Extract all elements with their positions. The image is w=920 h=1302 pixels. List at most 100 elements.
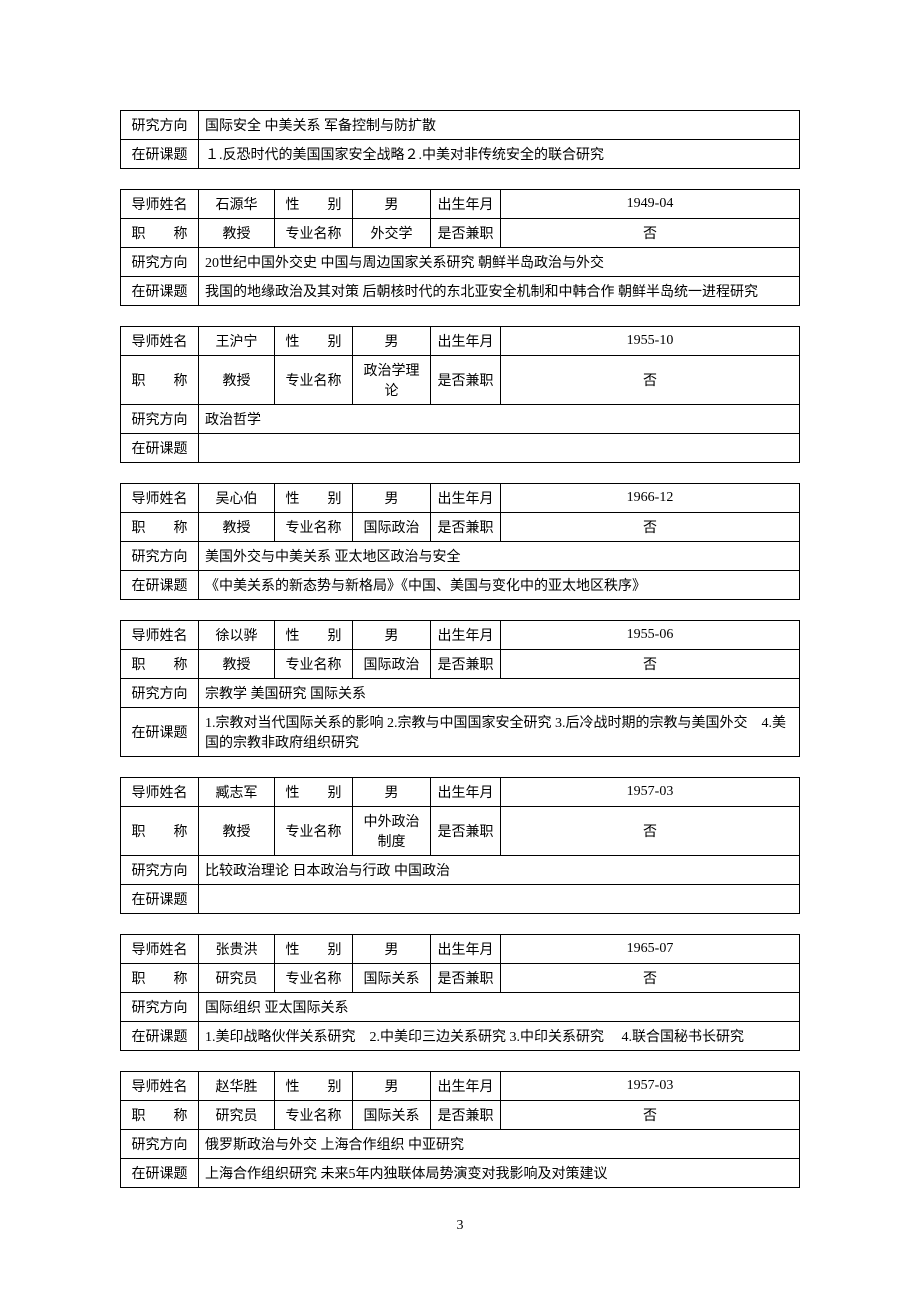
direction-row: 研究方向20世纪中国外交史 中国与周边国家关系研究 朝鲜半岛政治与外交 — [121, 248, 800, 277]
dob-label: 出生年月 — [431, 621, 501, 650]
topics-value: １.反恐时代的美国国家安全战略２.中美对非传统安全的联合研究 — [199, 140, 800, 169]
direction-row: 研究方向政治哲学 — [121, 405, 800, 434]
direction-label: 研究方向 — [121, 679, 199, 708]
advisor-table: 导师姓名张贵洪性 别男出生年月1965-07职 称研究员专业名称国际关系是否兼职… — [120, 934, 800, 1051]
parttime-label: 是否兼职 — [431, 964, 501, 993]
parttime-value: 否 — [501, 807, 800, 856]
direction-row: 研究方向比较政治理论 日本政治与行政 中国政治 — [121, 856, 800, 885]
topics-value: 上海合作组织研究 未来5年内独联体局势演变对我影响及对策建议 — [199, 1159, 800, 1188]
direction-value: 20世纪中国外交史 中国与周边国家关系研究 朝鲜半岛政治与外交 — [199, 248, 800, 277]
advisor-table: 导师姓名吴心伯性 别男出生年月1966-12职 称教授专业名称国际政治是否兼职否… — [120, 483, 800, 600]
advisor-table: 导师姓名石源华性 别男出生年月1949-04职 称教授专业名称外交学是否兼职否研… — [120, 189, 800, 306]
parttime-value: 否 — [501, 356, 800, 405]
topics-label: 在研课题 — [121, 277, 199, 306]
name-row: 导师姓名王沪宁性 别男出生年月1955-10 — [121, 327, 800, 356]
topics-value: 1.美印战略伙伴关系研究 2.中美印三边关系研究 3.中印关系研究 4.联合国秘… — [199, 1022, 800, 1051]
topics-row: 在研课题我国的地缘政治及其对策 后朝核时代的东北亚安全机制和中韩合作 朝鲜半岛统… — [121, 277, 800, 306]
name-value: 吴心伯 — [199, 484, 275, 513]
direction-row: 研究方向俄罗斯政治与外交 上海合作组织 中亚研究 — [121, 1130, 800, 1159]
direction-label: 研究方向 — [121, 405, 199, 434]
major-value: 国际关系 — [353, 964, 431, 993]
title-value: 教授 — [199, 356, 275, 405]
parttime-label: 是否兼职 — [431, 356, 501, 405]
name-row: 导师姓名石源华性 别男出生年月1949-04 — [121, 190, 800, 219]
direction-value: 国际安全 中美关系 军备控制与防扩散 — [199, 111, 800, 140]
title-row: 职 称研究员专业名称国际关系是否兼职否 — [121, 1101, 800, 1130]
name-row: 导师姓名臧志军性 别男出生年月1957-03 — [121, 778, 800, 807]
title-label: 职 称 — [121, 513, 199, 542]
major-value: 中外政治制度 — [353, 807, 431, 856]
topics-value — [199, 434, 800, 463]
name-row: 导师姓名赵华胜性 别男出生年月1957-03 — [121, 1072, 800, 1101]
topics-row: 在研课题 １.反恐时代的美国国家安全战略２.中美对非传统安全的联合研究 — [121, 140, 800, 169]
parttime-value: 否 — [501, 219, 800, 248]
direction-label: 研究方向 — [121, 248, 199, 277]
gender-label: 性 别 — [275, 484, 353, 513]
gender-label: 性 别 — [275, 621, 353, 650]
direction-label: 研究方向 — [121, 993, 199, 1022]
name-value: 王沪宁 — [199, 327, 275, 356]
title-row: 职 称教授专业名称国际政治是否兼职否 — [121, 513, 800, 542]
name-label: 导师姓名 — [121, 190, 199, 219]
direction-label: 研究方向 — [121, 856, 199, 885]
advisor-table: 导师姓名臧志军性 别男出生年月1957-03职 称教授专业名称中外政治制度是否兼… — [120, 777, 800, 914]
direction-row: 研究方向宗教学 美国研究 国际关系 — [121, 679, 800, 708]
parttime-label: 是否兼职 — [431, 219, 501, 248]
name-value: 张贵洪 — [199, 935, 275, 964]
page-number: 3 — [120, 1218, 800, 1234]
title-row: 职 称研究员专业名称国际关系是否兼职否 — [121, 964, 800, 993]
advisor-table: 导师姓名徐以骅性 别男出生年月1955-06职 称教授专业名称国际政治是否兼职否… — [120, 620, 800, 757]
title-value: 教授 — [199, 807, 275, 856]
name-row: 导师姓名徐以骅性 别男出生年月1955-06 — [121, 621, 800, 650]
dob-label: 出生年月 — [431, 778, 501, 807]
parttime-value: 否 — [501, 1101, 800, 1130]
gender-value: 男 — [353, 1072, 431, 1101]
topics-row: 在研课题 — [121, 885, 800, 914]
name-label: 导师姓名 — [121, 621, 199, 650]
name-row: 导师姓名张贵洪性 别男出生年月1965-07 — [121, 935, 800, 964]
topics-row: 在研课题 — [121, 434, 800, 463]
name-value: 赵华胜 — [199, 1072, 275, 1101]
gender-value: 男 — [353, 327, 431, 356]
gender-value: 男 — [353, 190, 431, 219]
parttime-label: 是否兼职 — [431, 1101, 501, 1130]
name-value: 徐以骅 — [199, 621, 275, 650]
gender-value: 男 — [353, 621, 431, 650]
dob-label: 出生年月 — [431, 484, 501, 513]
topics-value: 《中美关系的新态势与新格局》《中国、美国与变化中的亚太地区秩序》 — [199, 571, 800, 600]
partial-advisor-table: 研究方向 国际安全 中美关系 军备控制与防扩散 在研课题 １.反恐时代的美国国家… — [120, 110, 800, 169]
topics-value — [199, 885, 800, 914]
topics-row: 在研课题上海合作组织研究 未来5年内独联体局势演变对我影响及对策建议 — [121, 1159, 800, 1188]
title-value: 研究员 — [199, 1101, 275, 1130]
topics-row: 在研课题《中美关系的新态势与新格局》《中国、美国与变化中的亚太地区秩序》 — [121, 571, 800, 600]
name-label: 导师姓名 — [121, 327, 199, 356]
major-label: 专业名称 — [275, 219, 353, 248]
parttime-label: 是否兼职 — [431, 807, 501, 856]
name-label: 导师姓名 — [121, 778, 199, 807]
major-value: 政治学理论 — [353, 356, 431, 405]
topics-value: 我国的地缘政治及其对策 后朝核时代的东北亚安全机制和中韩合作 朝鲜半岛统一进程研… — [199, 277, 800, 306]
title-row: 职 称教授专业名称国际政治是否兼职否 — [121, 650, 800, 679]
topics-label: 在研课题 — [121, 708, 199, 757]
gender-value: 男 — [353, 484, 431, 513]
direction-label: 研究方向 — [121, 1130, 199, 1159]
topics-value: 1.宗教对当代国际关系的影响 2.宗教与中国国家安全研究 3.后冷战时期的宗教与… — [199, 708, 800, 757]
dob-label: 出生年月 — [431, 1072, 501, 1101]
major-label: 专业名称 — [275, 513, 353, 542]
topics-label: 在研课题 — [121, 1159, 199, 1188]
topics-label: 在研课题 — [121, 1022, 199, 1051]
direction-label: 研究方向 — [121, 111, 199, 140]
gender-label: 性 别 — [275, 327, 353, 356]
major-label: 专业名称 — [275, 807, 353, 856]
title-value: 教授 — [199, 513, 275, 542]
direction-row: 研究方向美国外交与中美关系 亚太地区政治与安全 — [121, 542, 800, 571]
name-label: 导师姓名 — [121, 935, 199, 964]
dob-label: 出生年月 — [431, 935, 501, 964]
topics-label: 在研课题 — [121, 434, 199, 463]
topics-row: 在研课题1.美印战略伙伴关系研究 2.中美印三边关系研究 3.中印关系研究 4.… — [121, 1022, 800, 1051]
gender-label: 性 别 — [275, 935, 353, 964]
parttime-value: 否 — [501, 650, 800, 679]
title-row: 职 称教授专业名称外交学是否兼职否 — [121, 219, 800, 248]
gender-value: 男 — [353, 935, 431, 964]
advisor-table: 导师姓名赵华胜性 别男出生年月1957-03职 称研究员专业名称国际关系是否兼职… — [120, 1071, 800, 1188]
